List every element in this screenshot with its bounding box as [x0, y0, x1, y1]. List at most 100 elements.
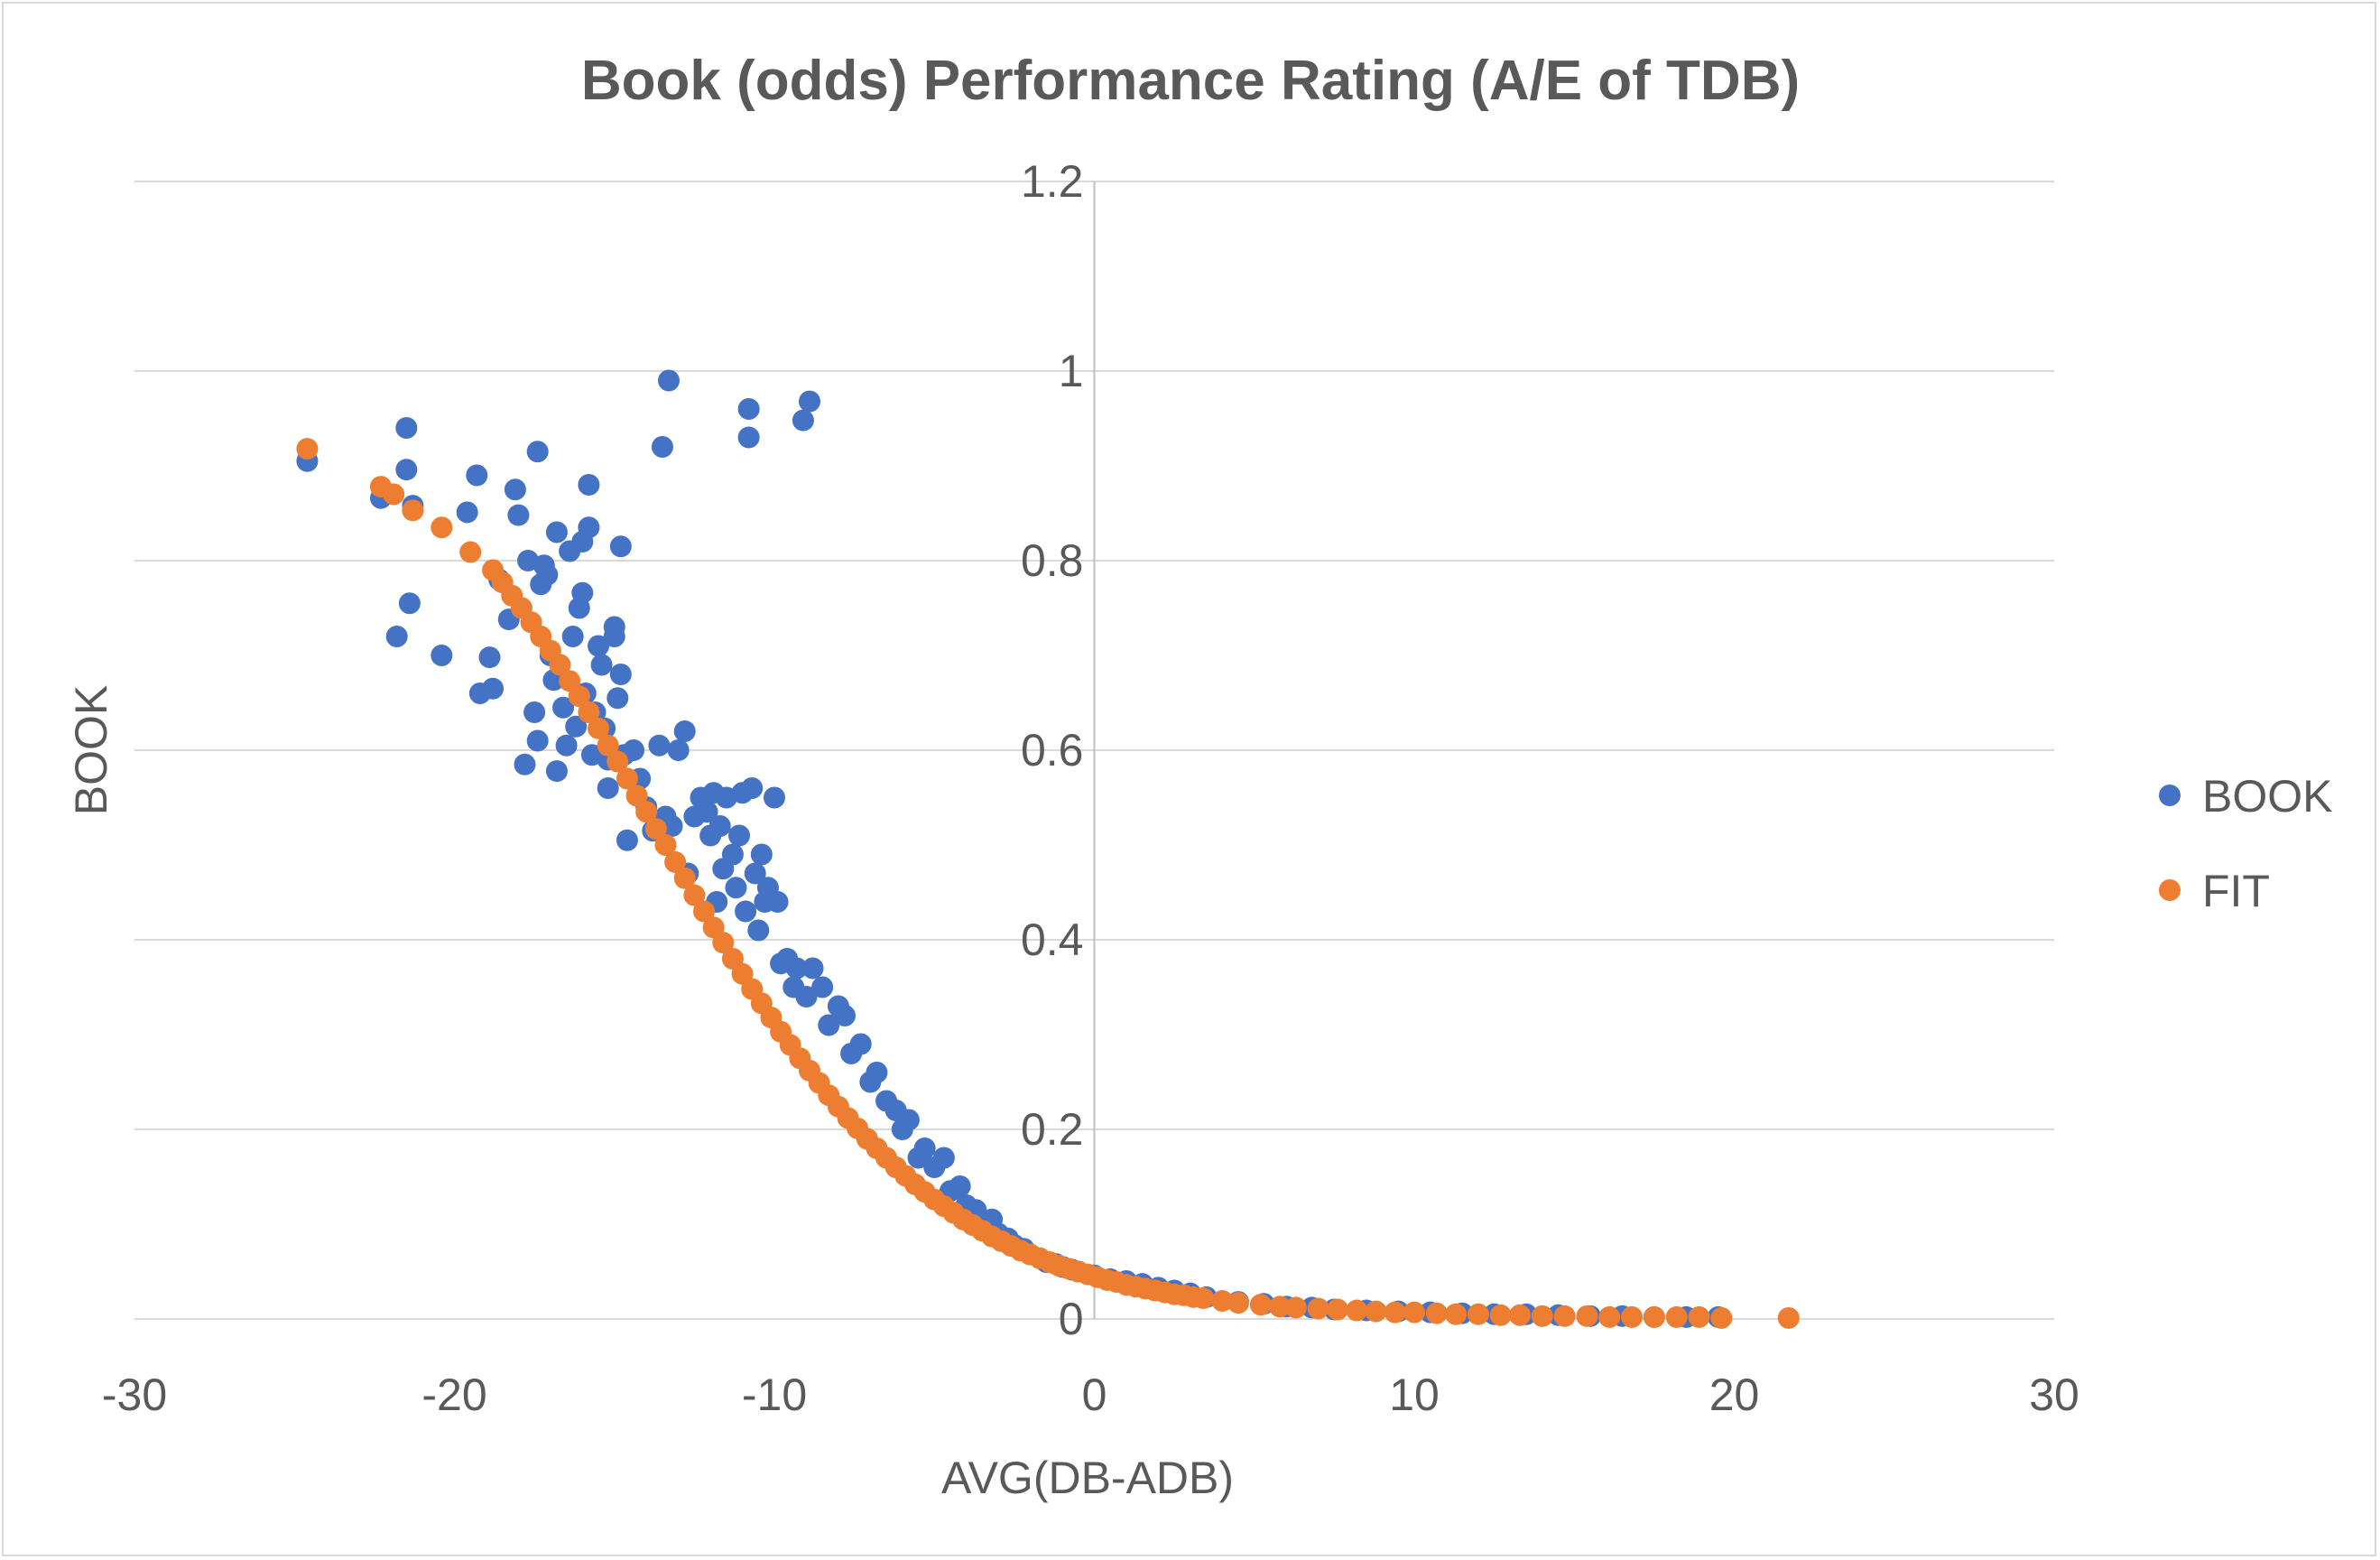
fit-point-83 — [1249, 1294, 1272, 1316]
fit-point-93 — [1445, 1303, 1468, 1325]
fit-point-104 — [1688, 1305, 1710, 1328]
book-point-24 — [536, 563, 559, 586]
tick-labels: 0 0.2 0.4 0.6 0.8 1 1.2 -30 -20 -10 0 10 20 30 — [102, 156, 2079, 1420]
y-tick-label-3: 0.6 — [1021, 725, 1084, 775]
book-point-59 — [651, 436, 673, 458]
x-tick-label-0: -30 — [102, 1370, 167, 1420]
book-point-96 — [798, 390, 820, 413]
book-point-19 — [523, 701, 546, 723]
book-point-61 — [658, 369, 681, 392]
legend-marker-fit — [2159, 879, 2181, 901]
book-point-33 — [565, 715, 588, 738]
series-book — [296, 369, 1729, 1328]
book-point-85 — [750, 843, 773, 866]
book-point-89 — [766, 891, 789, 913]
legend-label-fit: FIT — [2202, 866, 2270, 916]
book-point-63 — [667, 739, 690, 761]
book-point-28 — [545, 760, 568, 783]
fit-point-20 — [616, 767, 638, 790]
series-fit — [296, 438, 1800, 1329]
fit-point-98 — [1553, 1305, 1576, 1327]
book-point-21 — [526, 729, 549, 752]
book-point-82 — [741, 777, 764, 799]
fit-point-84 — [1269, 1295, 1292, 1318]
fit-point-25 — [664, 850, 687, 873]
book-point-11 — [478, 646, 501, 669]
x-tick-label-3: 0 — [1082, 1370, 1107, 1420]
x-tick-label-4: 10 — [1389, 1370, 1440, 1420]
book-point-39 — [578, 516, 600, 539]
book-point-2 — [385, 626, 408, 647]
book-point-76 — [725, 877, 747, 899]
y-tick-label-6: 1.2 — [1021, 156, 1084, 207]
book-point-9 — [466, 464, 488, 487]
fit-point-97 — [1531, 1305, 1553, 1327]
fit-point-30 — [712, 932, 735, 954]
fit-point-4 — [431, 516, 453, 539]
book-point-45 — [597, 777, 619, 799]
fit-point-100 — [1598, 1305, 1621, 1328]
fit-point-28 — [693, 900, 716, 923]
fit-point-17 — [588, 717, 610, 739]
book-point-5 — [398, 592, 421, 615]
fit-point-103 — [1665, 1305, 1688, 1328]
y-tick-label-4: 0.8 — [1021, 535, 1084, 586]
y-tick-label-1: 0.2 — [1021, 1104, 1084, 1155]
book-point-84 — [747, 919, 770, 942]
fit-point-21 — [625, 785, 648, 807]
book-point-80 — [737, 426, 760, 449]
book-point-42 — [588, 635, 610, 657]
book-point-32 — [561, 626, 584, 647]
fit-point-91 — [1403, 1301, 1425, 1323]
y-tick-label-2: 0.4 — [1021, 915, 1084, 965]
book-point-95 — [795, 986, 818, 1008]
book-point-58 — [648, 734, 671, 757]
book-point-36 — [571, 581, 594, 604]
book-point-50 — [609, 664, 632, 685]
fit-point-13 — [549, 654, 571, 676]
book-point-88 — [764, 786, 785, 809]
book-point-93 — [785, 957, 808, 980]
book-point-79 — [735, 900, 757, 923]
book-point-29 — [552, 696, 575, 719]
book-point-81 — [737, 398, 760, 420]
book-point-101 — [833, 1005, 856, 1026]
fit-point-99 — [1576, 1305, 1598, 1327]
book-point-98 — [811, 976, 834, 998]
fit-point-90 — [1384, 1301, 1406, 1323]
fit-point-101 — [1621, 1305, 1644, 1328]
x-tick-label-2: -10 — [742, 1370, 807, 1420]
book-point-15 — [504, 478, 526, 501]
book-point-75 — [721, 843, 744, 866]
book-point-12 — [482, 677, 505, 700]
fit-point-95 — [1489, 1304, 1512, 1326]
fit-point-89 — [1365, 1300, 1387, 1323]
book-point-51 — [609, 535, 632, 558]
fit-point-102 — [1643, 1305, 1665, 1328]
fit-point-23 — [644, 818, 667, 840]
book-point-77 — [728, 824, 751, 847]
fit-point-18 — [597, 734, 619, 757]
x-tick-label-1: -20 — [421, 1370, 486, 1420]
data-points — [296, 369, 1800, 1329]
book-point-115 — [949, 1175, 971, 1197]
fit-point-2 — [383, 483, 405, 506]
book-point-54 — [623, 739, 645, 761]
book-point-38 — [578, 474, 600, 496]
y-tick-label-5: 1 — [1059, 346, 1084, 396]
fit-point-94 — [1467, 1303, 1489, 1325]
x-tick-label-5: 20 — [1709, 1370, 1760, 1420]
book-point-83 — [744, 862, 766, 885]
book-point-4 — [395, 459, 418, 481]
y-axis-title: BOOK — [66, 685, 116, 815]
fit-point-3 — [402, 499, 424, 522]
book-point-111 — [913, 1138, 936, 1159]
book-point-103 — [849, 1033, 872, 1055]
book-point-97 — [801, 957, 824, 980]
fit-point-0 — [296, 438, 319, 460]
book-point-49 — [607, 687, 629, 710]
fit-point-80 — [1192, 1286, 1215, 1309]
legend-marker-book — [2159, 785, 2181, 806]
book-point-68 — [696, 801, 718, 823]
